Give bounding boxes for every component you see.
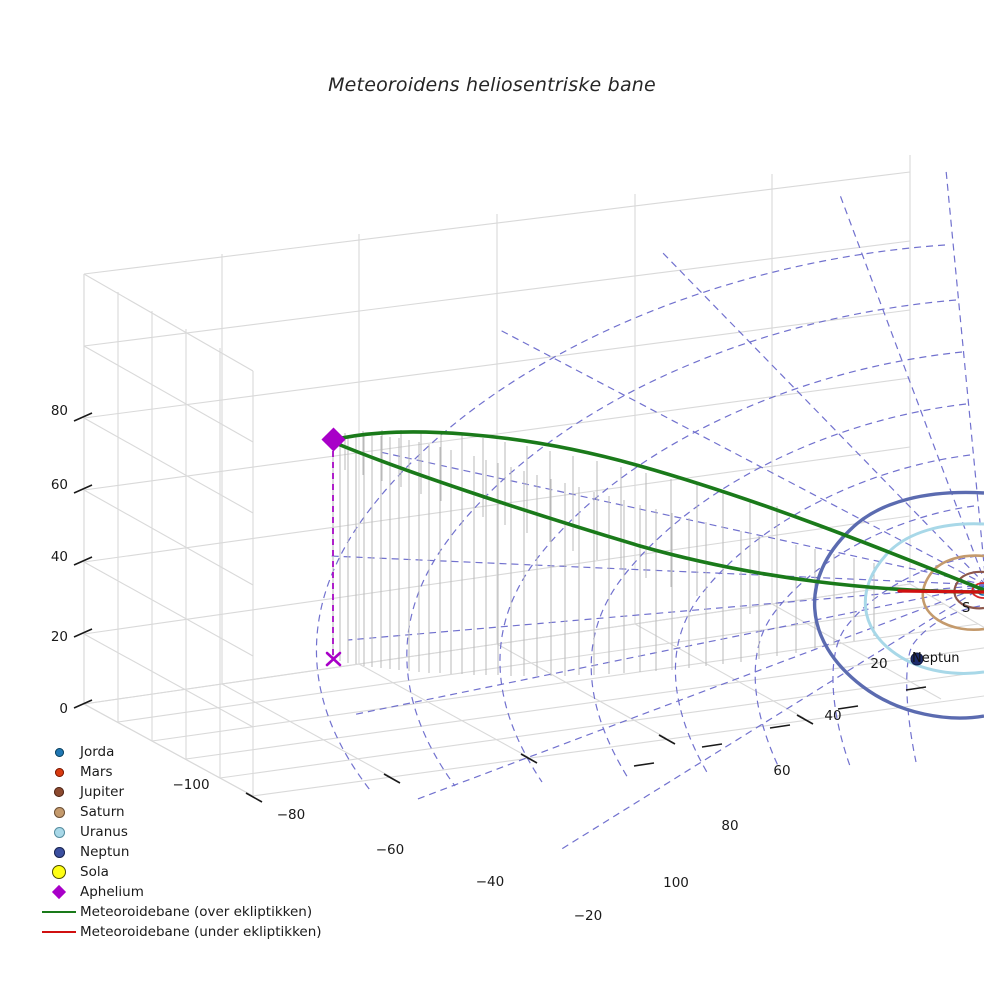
body-markers	[910, 652, 924, 666]
orbit-over-lower	[331, 440, 984, 594]
aphelium-marker-icon	[38, 884, 80, 900]
legend: Jorda Mars Jupiter Saturn Uranus	[38, 742, 338, 942]
legend-item-jupiter[interactable]: Jupiter	[38, 782, 338, 802]
neptun-label: Neptun	[912, 651, 960, 666]
legend-item-jorda[interactable]: Jorda	[38, 742, 338, 762]
legend-label: Aphelium	[80, 884, 144, 900]
aphelium-marker	[321, 427, 346, 452]
y-tick-60: 60	[773, 763, 791, 779]
neptun-marker	[910, 652, 924, 666]
saturn-marker-icon	[38, 806, 80, 818]
uranus-marker-icon	[38, 826, 80, 838]
legend-label: Mars	[80, 764, 113, 780]
axis-ticks	[73, 412, 927, 803]
jupiter-marker-icon	[38, 787, 80, 797]
x-tick-m100: −100	[172, 777, 210, 793]
z-tick-80: 80	[50, 403, 68, 419]
legend-label: Jupiter	[80, 784, 125, 800]
x-tick-m20: −20	[573, 908, 603, 924]
pane-xz-back	[83, 155, 911, 705]
mars-marker-icon	[38, 767, 80, 777]
orbit-neptun	[812, 490, 984, 720]
orbit-under	[897, 589, 984, 594]
legend-label: Uranus	[80, 824, 128, 840]
legend-item-bane-over[interactable]: Meteoroidebane (over ekliptikken)	[38, 902, 338, 922]
legend-item-aphelium[interactable]: Aphelium	[38, 882, 338, 902]
x-tick-m80: −80	[276, 807, 306, 823]
orbit-over-upper	[331, 430, 984, 592]
legend-label: Neptun	[80, 844, 130, 860]
legend-label: Meteoroidebane (under ekliptikken)	[80, 924, 322, 940]
legend-item-neptun[interactable]: Neptun	[38, 842, 338, 862]
sola-marker-icon	[38, 865, 80, 879]
aphelion-ground-x	[325, 651, 342, 667]
y-tick-20: 20	[870, 656, 888, 672]
legend-item-sola[interactable]: Sola	[38, 862, 338, 882]
orbit-uranus	[863, 522, 984, 675]
legend-item-mars[interactable]: Mars	[38, 762, 338, 782]
x-tick-m40: −40	[475, 874, 505, 890]
ecliptic-polar-grid	[315, 169, 984, 851]
sola-label: S	[962, 601, 971, 616]
legend-item-uranus[interactable]: Uranus	[38, 822, 338, 842]
orbit-under-line-icon	[38, 931, 80, 933]
y-tick-80: 80	[721, 818, 739, 834]
orbit-stem-lines	[332, 430, 875, 676]
legend-label: Meteoroidebane (over ekliptikken)	[80, 904, 313, 920]
meteoroid-orbit	[331, 430, 984, 594]
page-title: Meteoroidens heliosentriske bane	[328, 74, 656, 96]
y-tick-40: 40	[824, 708, 842, 724]
jorda-marker-icon	[38, 747, 80, 757]
legend-label: Saturn	[80, 804, 125, 820]
aphelion-group	[321, 427, 346, 667]
legend-label: Sola	[80, 864, 109, 880]
z-tick-20: 20	[50, 629, 68, 645]
z-tick-0: 0	[59, 701, 68, 717]
legend-item-saturn[interactable]: Saturn	[38, 802, 338, 822]
orbit-saturn	[921, 554, 984, 632]
legend-label: Jorda	[80, 744, 115, 760]
z-tick-60: 60	[50, 477, 68, 493]
legend-item-bane-under[interactable]: Meteoroidebane (under ekliptikken)	[38, 922, 338, 942]
neptun-marker-icon	[38, 846, 80, 858]
y-tick-100: 100	[663, 875, 689, 891]
x-tick-m60: −60	[375, 842, 405, 858]
z-tick-40: 40	[50, 549, 68, 565]
orbit-over-line-icon	[38, 911, 80, 913]
